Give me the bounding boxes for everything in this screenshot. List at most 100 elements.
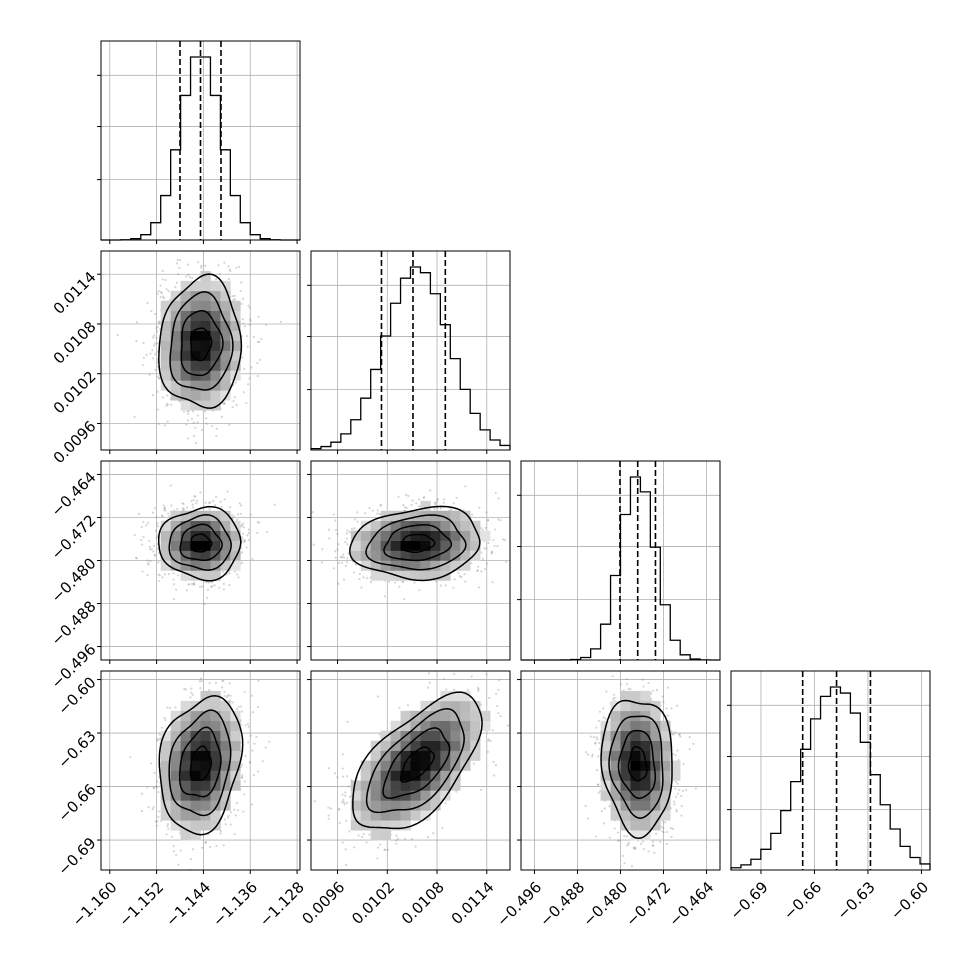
scatter-point	[490, 551, 493, 554]
scatter-point	[198, 585, 202, 589]
scatter-point	[194, 426, 197, 429]
density-bin	[180, 570, 191, 581]
density-bin	[450, 560, 461, 571]
density-bin	[640, 690, 651, 702]
scatter-point	[172, 597, 176, 601]
scatter-point	[247, 383, 250, 386]
density-bin	[360, 550, 371, 561]
scatter-point	[196, 261, 200, 264]
density-bin	[470, 520, 481, 531]
scatter-point	[200, 585, 204, 588]
scatter-point	[354, 563, 358, 566]
density-bin	[170, 550, 181, 561]
scatter-point	[477, 565, 480, 568]
scatter-point	[167, 512, 170, 515]
density-bin	[400, 520, 411, 531]
scatter-point	[149, 352, 152, 355]
density-content	[133, 484, 276, 606]
density-bin	[370, 550, 381, 561]
scatter-point	[238, 265, 241, 269]
density-bin	[370, 750, 381, 761]
density-bin	[430, 710, 441, 722]
scatter-point	[345, 532, 349, 535]
density-bin	[200, 320, 211, 331]
scatter-point	[256, 361, 259, 365]
scatter-point	[166, 403, 169, 406]
density-bin	[200, 520, 211, 531]
axes-frame	[730, 670, 931, 871]
density-bin	[470, 730, 481, 741]
scatter-point	[242, 810, 245, 813]
contour-line-3	[349, 505, 481, 582]
density-bin	[430, 790, 441, 801]
scatter-point	[340, 555, 343, 559]
density-bin	[380, 740, 391, 751]
scatter-point	[155, 536, 158, 539]
density-bin	[390, 770, 401, 781]
scatter-point	[360, 835, 364, 838]
scatter-point	[342, 556, 345, 559]
density-bin	[650, 720, 661, 731]
scatter-point	[494, 491, 497, 495]
scatter-point	[688, 736, 691, 739]
scatter-point	[183, 687, 186, 691]
scatter-point	[158, 810, 161, 813]
scatter-point	[242, 526, 246, 529]
scatter-point	[322, 875, 324, 877]
density-bin	[200, 700, 211, 712]
density-bin	[200, 740, 211, 751]
density-bin	[180, 700, 191, 712]
scatter-point	[394, 581, 397, 584]
density-bin	[350, 780, 362, 791]
scatter-point	[597, 783, 600, 786]
density-bin	[200, 510, 211, 521]
scatter-point	[153, 553, 156, 556]
scatter-point	[156, 738, 159, 741]
density-bin	[160, 800, 171, 811]
density-bin	[160, 370, 171, 381]
scatter-point	[204, 841, 208, 844]
density-bin	[430, 760, 441, 771]
scatter-point	[191, 848, 195, 851]
density-bin	[410, 560, 421, 571]
scatter-point	[251, 749, 254, 752]
scatter-point	[158, 321, 161, 324]
density-bin	[430, 700, 441, 712]
density-bin	[160, 740, 171, 751]
scatter-point	[665, 707, 668, 710]
scatter-point	[210, 585, 213, 588]
scatter-point	[395, 842, 398, 845]
scatter-point	[344, 564, 347, 568]
scatter-point	[186, 419, 190, 422]
scatter-point	[215, 434, 218, 438]
scatter-point	[175, 262, 178, 265]
scatter-point	[642, 685, 645, 688]
scatter-point	[195, 441, 198, 445]
scatter-point	[441, 826, 444, 830]
scatter-point	[362, 576, 365, 579]
density-bin	[230, 530, 241, 541]
scatter-point	[196, 421, 199, 424]
density-bin	[650, 790, 661, 801]
scatter-point	[229, 823, 232, 826]
density-bin	[210, 310, 221, 321]
density-bin	[220, 310, 231, 321]
scatter-point	[154, 342, 157, 345]
scatter-point	[161, 269, 164, 272]
scatter-point	[407, 494, 410, 498]
scatter-point	[248, 760, 252, 763]
density-bin	[660, 740, 671, 751]
scatter-point	[494, 528, 497, 531]
scatter-point	[672, 800, 676, 803]
density-bin	[420, 560, 431, 571]
scatter-point	[480, 570, 483, 573]
x-tick-label: 0.0102	[348, 878, 398, 928]
density-bin	[180, 550, 191, 561]
density-bin	[420, 720, 431, 731]
scatter-point	[378, 733, 381, 736]
density-bin	[210, 540, 221, 551]
scatter-point	[199, 687, 202, 690]
density-bin	[210, 360, 221, 371]
scatter-point	[172, 845, 175, 848]
